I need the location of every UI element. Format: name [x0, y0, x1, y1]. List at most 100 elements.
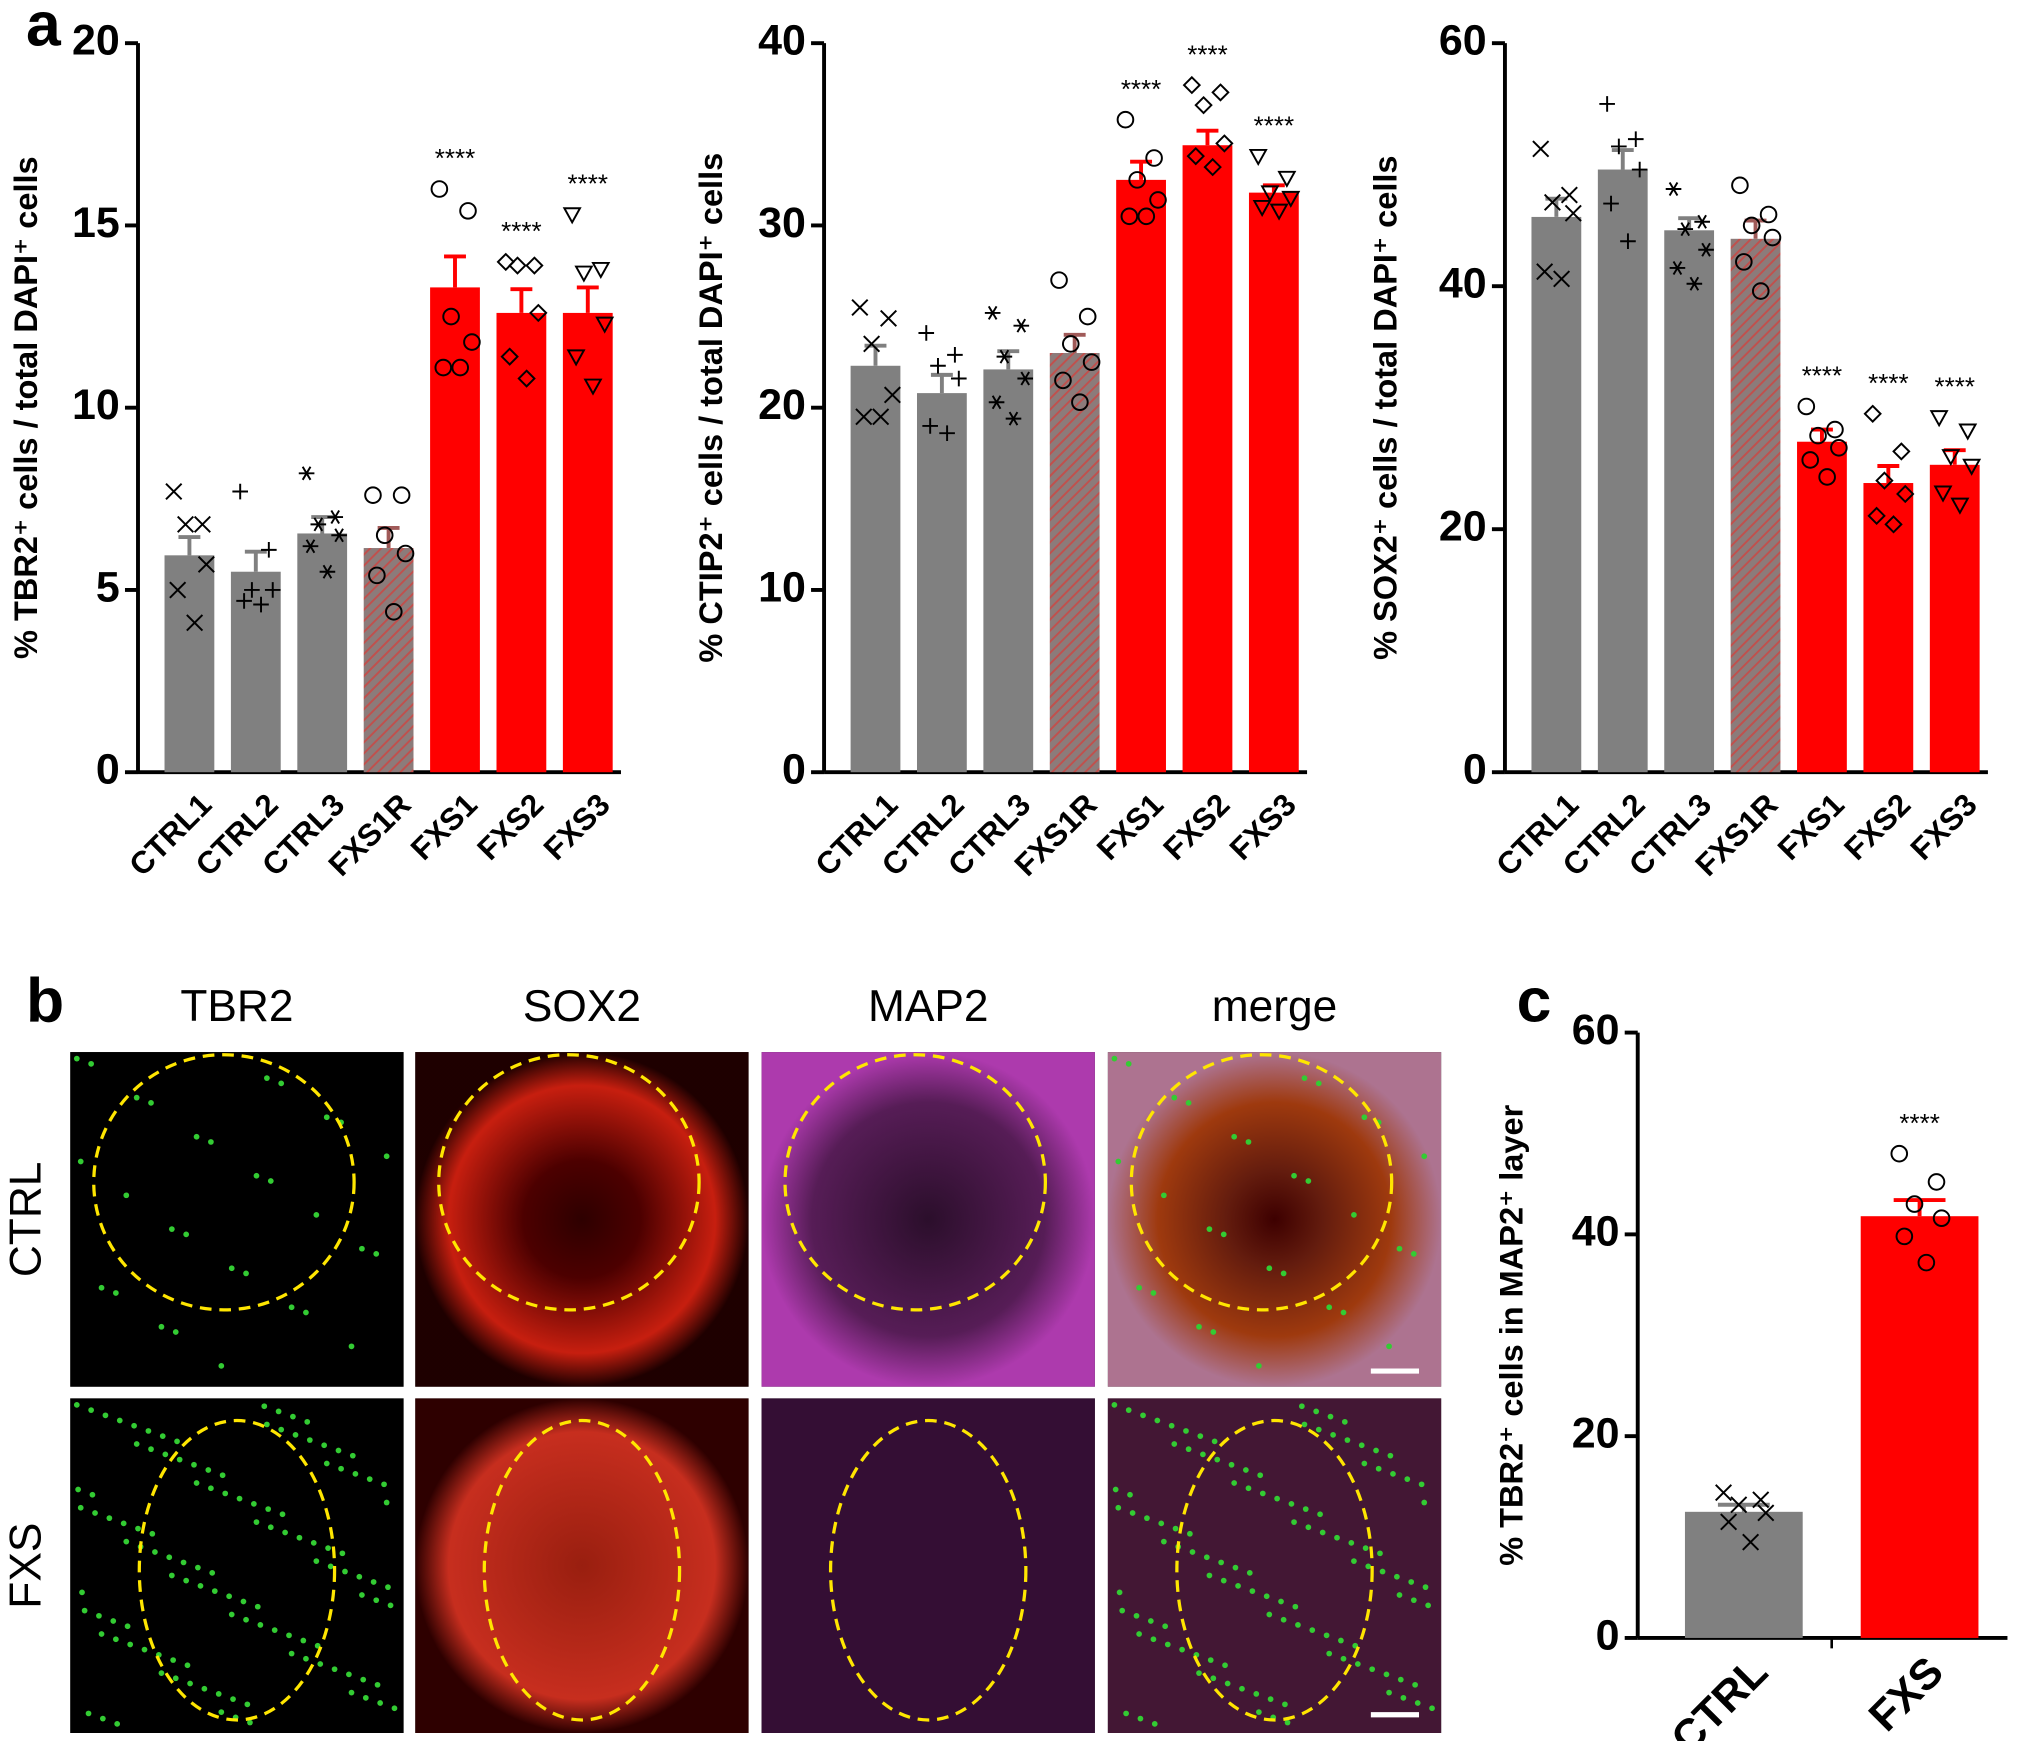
cell-dot	[1137, 1715, 1144, 1722]
y-tick-label: 0	[1463, 746, 1487, 794]
cell-dot	[1288, 1500, 1295, 1507]
cell-dot	[278, 1426, 285, 1433]
data-point	[1686, 276, 1703, 291]
cell-dot	[1112, 1486, 1119, 1493]
column-label: SOX2	[523, 982, 641, 1031]
cell-dot	[243, 1616, 249, 1623]
cell-dot	[288, 1304, 295, 1311]
data-point	[1896, 484, 1915, 504]
data-point	[368, 566, 386, 585]
bar	[1860, 1216, 1979, 1638]
data-point	[922, 418, 938, 434]
cell-dot	[184, 1662, 191, 1669]
cell-dot	[1235, 1583, 1241, 1589]
data-point	[1730, 1496, 1748, 1514]
cell-dot	[166, 1554, 173, 1561]
bar	[850, 365, 901, 773]
cell-dot	[1274, 1495, 1280, 1502]
cell-dot	[1231, 1133, 1238, 1140]
outline	[1175, 1418, 1374, 1722]
cell-dot	[1301, 1075, 1308, 1082]
cell-dot	[1239, 1685, 1245, 1692]
x-tick-label: FXS2	[1837, 787, 1917, 867]
cell-dot	[215, 1691, 222, 1697]
data-point	[1627, 131, 1644, 147]
data-point	[1932, 1209, 1951, 1228]
cell-dot	[73, 1055, 80, 1062]
y-tick-label: 30	[758, 199, 806, 247]
cell-dot	[1404, 1476, 1411, 1482]
cell-dot	[226, 1593, 232, 1600]
cell-dot	[282, 1529, 288, 1536]
cell-dot	[211, 1588, 218, 1594]
data-point	[1875, 471, 1894, 490]
data-point	[1715, 1484, 1733, 1502]
data-point	[529, 303, 548, 323]
y-tick-label: 40	[758, 17, 806, 65]
cell-dot	[327, 1563, 334, 1570]
cell-dot	[300, 1637, 307, 1644]
cell-dot	[303, 1309, 309, 1316]
column-label: merge	[1212, 982, 1337, 1031]
cell-dot	[1144, 1515, 1150, 1522]
cell-dot	[1220, 1577, 1227, 1584]
y-tick-label: 40	[1439, 260, 1487, 308]
bar	[1116, 179, 1166, 773]
cell-dot	[264, 1075, 270, 1082]
data-point	[1145, 149, 1163, 167]
cell-dot	[1232, 1564, 1239, 1571]
cell-dot	[1284, 1719, 1291, 1726]
cell-dot	[1185, 1446, 1192, 1453]
y-tick-label: 20	[72, 17, 120, 65]
cell-dot	[187, 1680, 193, 1687]
x-tick-label: CTRL	[1662, 1648, 1777, 1741]
cell-dot	[1151, 1720, 1158, 1727]
data-point	[177, 515, 195, 533]
data-point	[331, 528, 347, 543]
data-point	[298, 466, 315, 481]
cell-dot	[1164, 1641, 1171, 1648]
cell-dot	[1200, 1451, 1206, 1458]
cell-dot	[288, 1650, 295, 1657]
cell-dot	[1222, 1662, 1228, 1669]
data-point	[434, 358, 453, 377]
cell-dot	[304, 1418, 311, 1425]
cell-dot	[387, 1602, 394, 1609]
data-point	[1751, 282, 1770, 300]
x-tick-label: FXS3	[1904, 787, 1984, 867]
cell-dot	[261, 1403, 268, 1410]
cell-dot	[1140, 1412, 1146, 1419]
cell-dot	[1280, 1270, 1287, 1277]
cell-dot	[1412, 1681, 1418, 1688]
outline	[437, 1053, 701, 1312]
cell-dot	[1172, 1525, 1179, 1532]
cell-dot	[228, 1611, 235, 1618]
cell-dot	[148, 1446, 154, 1453]
x-tick-label: FXS1	[404, 787, 484, 867]
cell-dot	[209, 1569, 216, 1576]
data-point	[1128, 171, 1146, 189]
y-tick-label: 0	[1596, 1611, 1620, 1659]
cell-dot	[265, 1506, 272, 1512]
cell-dot	[1305, 1178, 1312, 1184]
cell-dot	[1228, 1461, 1235, 1468]
bar	[363, 548, 414, 773]
y-axis-label: % TBR2⁺ cells in MAP2⁺ layer	[1494, 1104, 1530, 1565]
cell-dot	[1362, 1545, 1369, 1551]
cell-dot	[1245, 1485, 1252, 1492]
cell-dot	[1267, 1696, 1274, 1702]
cell-dot	[1305, 1524, 1312, 1531]
data-point	[385, 603, 403, 621]
data-point	[591, 261, 611, 279]
cell-dot	[98, 1631, 105, 1637]
data-point	[1211, 83, 1230, 102]
cell-dot	[218, 1709, 225, 1716]
cell-dot	[1341, 1418, 1348, 1425]
cell-dot	[321, 1442, 328, 1449]
micrograph-signal	[70, 1052, 404, 1387]
error-bar	[1611, 148, 1634, 170]
cell-dot	[323, 1114, 330, 1121]
cell-dot	[1338, 1637, 1344, 1644]
cell-dot	[222, 1490, 229, 1497]
cell-dot	[253, 1519, 260, 1525]
